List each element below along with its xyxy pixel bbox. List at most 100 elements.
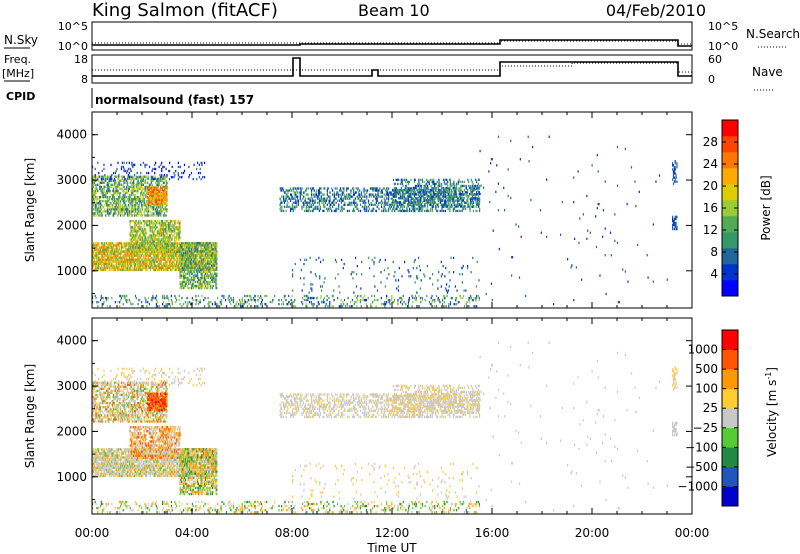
power-cell [137,189,139,193]
power-cell [197,280,200,284]
power-cell [180,248,182,251]
power-cell [181,254,183,257]
power-cell [108,260,110,263]
power-cell [132,244,134,247]
power-cell [162,256,164,259]
power-cell [131,240,133,243]
power-cell [193,250,195,253]
power-cell [140,262,142,265]
power-cell [305,187,307,190]
power-cell [97,208,99,211]
power-cell [121,204,123,207]
power-cell [151,212,153,215]
power-cell [139,256,141,259]
power-cell [162,194,164,198]
power-cell [312,193,314,196]
power-cell [304,197,307,200]
power-cell [155,188,157,192]
power-cell [141,268,143,272]
power-cell [146,258,148,261]
power-cell [147,192,149,196]
power-cell [147,219,150,223]
power-cell [143,191,145,195]
power-cell [116,185,118,189]
power-cell [215,254,217,257]
power-cell [437,209,439,213]
power-cell [161,242,164,245]
power-cell [342,199,344,202]
power-cell [412,197,414,200]
power-cell [128,254,130,257]
power-cell [398,178,400,182]
power-cell [188,260,190,263]
power-cell [157,181,159,184]
power-cell [113,266,116,270]
power-cell [175,254,177,257]
power-cell [95,187,97,191]
power-cell [140,177,142,180]
power-cell [127,242,130,245]
power-cell [407,182,409,186]
power-cell [134,260,137,263]
power-cell [446,199,448,202]
power-cell [153,242,155,245]
power-cell [106,258,108,261]
power-cell [162,266,165,270]
power-cell [148,202,150,206]
power-cell [178,256,180,259]
power-cell [95,208,97,211]
power-cell [185,248,187,251]
power-cell [133,234,136,237]
power-cell [104,258,106,261]
power-cell [157,177,159,180]
power-cell [216,268,218,272]
power-cell [118,202,120,205]
power-cell [116,187,118,191]
power-cell [121,187,123,191]
power-cell [189,248,191,251]
power-cell [406,190,408,194]
power-cell [211,278,214,282]
power-cell [133,175,135,178]
power-cell [189,262,191,265]
power-cell [326,191,328,194]
power-cell [196,256,198,259]
power-cell [130,268,132,272]
power-cell [162,224,164,227]
power-cell [414,201,416,204]
power-cell [99,252,102,255]
power-cell [190,286,193,290]
power-cell [158,260,160,263]
power-cell [402,191,405,194]
power-cell [164,196,166,200]
power-cell [133,254,135,257]
power-cell [156,210,158,213]
power-cell [357,195,359,198]
power-cell [202,248,204,251]
power-cell [152,252,154,255]
power-cell [182,250,184,253]
power-cell [414,197,416,200]
power-cell [148,242,150,245]
power-cell [209,252,211,255]
power-cell [104,252,106,255]
power-cell [197,246,199,249]
power-cell [444,199,447,202]
power-cell [95,254,97,257]
power-cell [105,200,107,203]
power-cell [141,262,144,265]
power-cell [110,208,112,211]
power-cell [162,254,165,257]
power-cell [317,201,319,204]
power-cell [118,260,120,263]
power-cell [142,242,144,245]
power-cell [372,209,374,213]
power-cell [290,207,292,211]
power-cell [128,262,130,265]
power-cell [137,248,139,251]
power-cell [181,264,183,267]
power-cell [148,222,150,225]
power-cell [285,195,287,198]
power-cell [141,232,143,235]
power-cell [114,189,116,193]
